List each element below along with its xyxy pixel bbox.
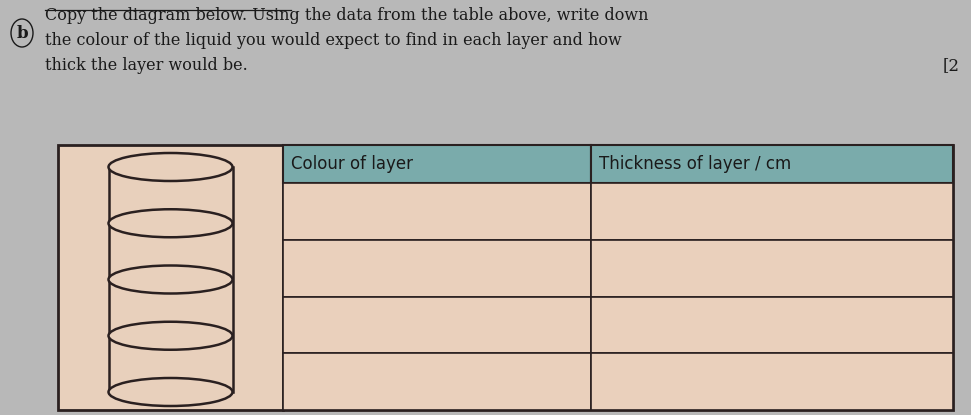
Ellipse shape [109, 378, 232, 406]
Text: the colour of the liquid you would expect to find in each layer and how: the colour of the liquid you would expec… [45, 32, 621, 49]
Text: Thickness of layer / cm: Thickness of layer / cm [599, 155, 791, 173]
Ellipse shape [109, 153, 232, 181]
Text: [2: [2 [943, 57, 960, 74]
Text: Copy the diagram below. Using the data from the table above, write down: Copy the diagram below. Using the data f… [45, 7, 649, 24]
Bar [283, 240, 591, 296]
Text: thick the layer would be.: thick the layer would be. [45, 57, 248, 74]
Text: b: b [17, 24, 28, 42]
Bar [283, 183, 591, 240]
Bar [283, 353, 591, 410]
Bar [591, 240, 953, 296]
Bar [109, 167, 232, 392]
Ellipse shape [109, 322, 232, 350]
Bar [591, 145, 953, 183]
Bar [591, 353, 953, 410]
Bar [283, 296, 591, 353]
Bar [58, 145, 953, 410]
Bar [283, 145, 591, 183]
Ellipse shape [109, 209, 232, 237]
Bar [591, 183, 953, 240]
Bar [591, 296, 953, 353]
Ellipse shape [109, 266, 232, 293]
Text: Colour of layer: Colour of layer [291, 155, 413, 173]
